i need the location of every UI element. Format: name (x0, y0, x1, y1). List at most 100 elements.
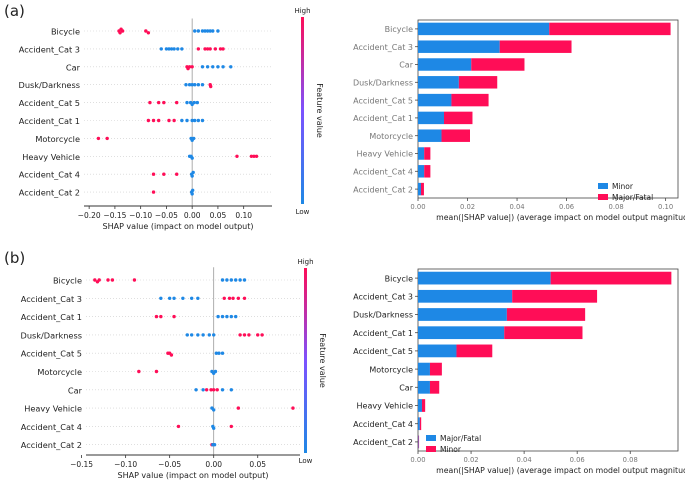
shap-point-low (211, 426, 216, 430)
shap-point-low (205, 65, 210, 69)
x-tick-label: −0.05 (158, 460, 181, 469)
shap-point-high (204, 388, 209, 392)
shap-point-low (190, 192, 194, 196)
shap-point-low (196, 29, 201, 33)
feature-label: Heavy Vehicle (24, 404, 82, 414)
feature-label: Dusk/Darkness (19, 80, 80, 90)
category-label: Accident_Cat 2 (353, 438, 413, 447)
colorbar-high-label: High (297, 258, 313, 266)
bar-major-fatal (418, 380, 430, 394)
shap-point-low (217, 351, 221, 355)
x-tick-label: 0.04 (509, 203, 524, 211)
shap-point-high (159, 314, 163, 319)
shap-point-high (154, 369, 159, 374)
shap-point-low (234, 278, 238, 282)
bar-minor (418, 182, 421, 196)
shap-point-low (190, 156, 194, 160)
shap-point-high (151, 190, 156, 194)
shap-point-high (222, 296, 226, 300)
shap-point-high (196, 47, 201, 51)
shap-point-low (167, 296, 172, 300)
shap-point-low (169, 47, 174, 51)
bar-minor (418, 111, 444, 125)
category-label: Dusk/Darkness (353, 79, 413, 88)
category-label: Accident_Cat 1 (353, 329, 413, 338)
shap-point-low (200, 118, 205, 123)
shap-point-high (106, 278, 110, 282)
bar-minor (418, 40, 500, 53)
colorbar-title: Feature value (315, 83, 324, 138)
bar-major-fatal (441, 129, 470, 142)
shap-point-low (211, 333, 216, 337)
colorbar (301, 17, 304, 204)
shap-point-high (151, 118, 156, 123)
shap-point-low (190, 174, 194, 178)
x-tick-label: 0.06 (559, 203, 574, 211)
bar-major-fatal (458, 76, 498, 89)
shap-point-high (172, 118, 176, 123)
shap-point-high (167, 118, 171, 123)
colorbar-low-label: Low (299, 457, 313, 465)
x-tick-label: 0.05 (249, 460, 266, 469)
shap-point-low (167, 47, 171, 51)
shap-point-low (207, 333, 211, 337)
shap-point-low (205, 29, 210, 33)
bar-major-fatal (418, 417, 420, 431)
shap-point-high (110, 278, 115, 282)
bar-major-fatal (549, 22, 671, 36)
shap-point-low (196, 118, 201, 123)
shap-point-low (190, 83, 194, 87)
bar-minor (418, 76, 459, 89)
shap-point-high (242, 296, 247, 300)
shap-point-low (200, 83, 205, 87)
category-label: Heavy Vehicle (357, 402, 414, 411)
shap-point-low (191, 170, 195, 175)
shap-point-low (180, 118, 184, 123)
panel-label-b: (b) (4, 249, 25, 267)
feature-label: Accident_Cat 5 (21, 349, 82, 359)
shap-point-low (208, 29, 212, 33)
x-tick-label: 0.08 (623, 456, 638, 464)
x-tick-label: 0.05 (210, 211, 227, 220)
bar-major-fatal (444, 111, 473, 125)
shap-point-low (229, 278, 234, 282)
bar-minor (506, 308, 586, 321)
category-label: Car (399, 61, 413, 70)
bar-major-fatal (418, 308, 507, 321)
colorbar-high-label: High (294, 7, 310, 15)
shap-point-high (215, 388, 219, 392)
legend-swatch (598, 194, 608, 200)
bar-minor (512, 289, 598, 303)
feature-label: Accident_Cat 5 (19, 98, 80, 108)
colorbar-title: Feature value (318, 333, 327, 388)
shap-point-high (231, 296, 235, 300)
category-label: Bicycle (385, 25, 413, 34)
shap-point-high (162, 172, 166, 176)
bar-minor (418, 93, 452, 107)
shap-point-high (218, 47, 223, 51)
shap-point-high (209, 388, 213, 392)
shap-point-low (195, 100, 200, 105)
shap-point-low (220, 314, 225, 319)
shap-point-high (156, 118, 161, 123)
shap-point-high (190, 65, 194, 69)
bar-minor (418, 147, 425, 160)
shap-point-low (196, 83, 201, 87)
feature-label: Accident_Cat 4 (21, 422, 82, 432)
shap-point-high (236, 296, 241, 300)
shap-point-high (169, 353, 174, 357)
shap-point-low (189, 333, 194, 337)
shap-point-high (175, 100, 179, 105)
bar-major-fatal (418, 435, 419, 449)
bar-major-fatal (418, 271, 551, 285)
shap-point-low (203, 29, 207, 33)
bar-major-fatal (499, 40, 572, 53)
shap-point-high (227, 296, 232, 300)
x-tick-label: 0.06 (570, 456, 585, 464)
x-tick-label: −0.10 (114, 460, 137, 469)
shap-point-low (193, 118, 197, 123)
bar-major-fatal (418, 399, 422, 412)
bar-major-fatal (418, 289, 513, 303)
x-tick-label: −0.15 (70, 460, 93, 469)
